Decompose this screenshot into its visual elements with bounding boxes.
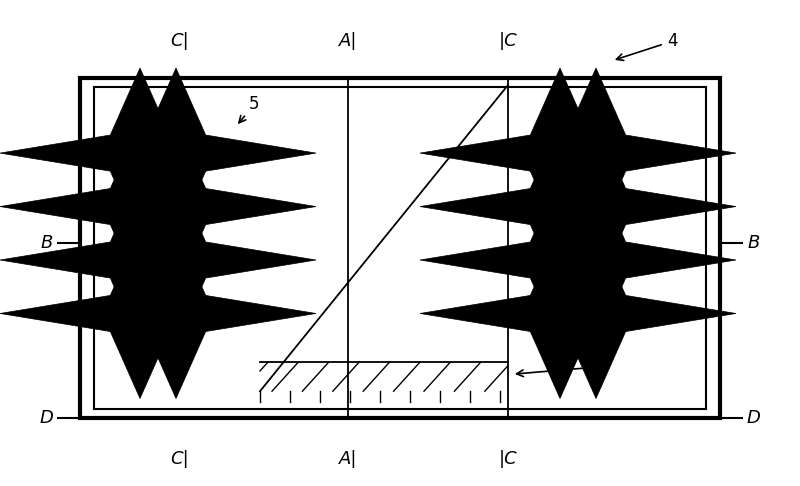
Text: 4: 4 (617, 32, 678, 60)
Text: |C: |C (498, 32, 518, 51)
Polygon shape (456, 175, 736, 345)
Text: 12: 12 (517, 358, 610, 377)
Text: |C: |C (498, 450, 518, 469)
Text: C|: C| (170, 450, 190, 469)
Polygon shape (420, 68, 700, 238)
Text: 5: 5 (239, 95, 260, 123)
Text: D: D (39, 409, 54, 427)
Polygon shape (0, 175, 280, 345)
Polygon shape (456, 122, 736, 292)
Polygon shape (36, 68, 316, 238)
Polygon shape (456, 228, 736, 399)
Polygon shape (0, 68, 280, 238)
Polygon shape (420, 228, 700, 399)
Polygon shape (36, 175, 316, 345)
Polygon shape (0, 122, 280, 292)
Polygon shape (456, 68, 736, 238)
Polygon shape (420, 122, 700, 292)
Polygon shape (420, 175, 700, 345)
Polygon shape (36, 122, 316, 292)
Text: B: B (747, 234, 760, 252)
Text: A|: A| (338, 32, 358, 51)
Text: A|: A| (338, 450, 358, 469)
Text: D: D (746, 409, 761, 427)
Polygon shape (36, 228, 316, 399)
Text: B: B (40, 234, 53, 252)
Text: C|: C| (170, 32, 190, 51)
Polygon shape (0, 228, 280, 399)
